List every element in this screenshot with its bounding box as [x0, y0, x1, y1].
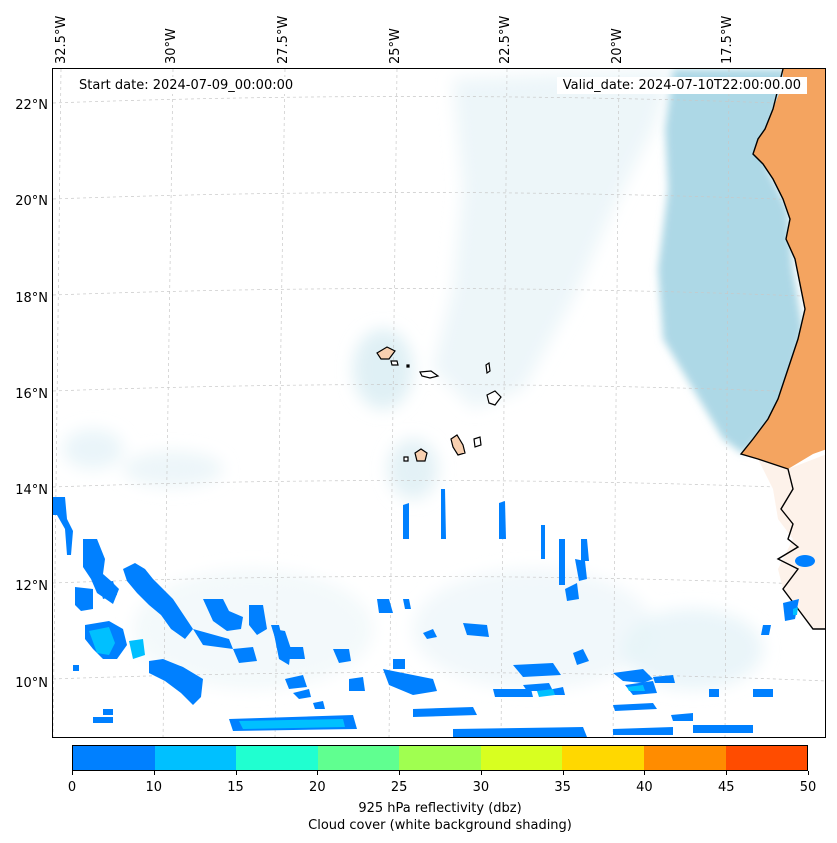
colorbar-segment — [725, 746, 808, 770]
colorbar-tick-mark — [480, 771, 482, 775]
colorbar-tick-label: 25 — [390, 780, 408, 795]
lat-label-18n: 18°N — [15, 291, 48, 306]
cape-verde-islands — [376, 346, 502, 462]
lat-label-22n: 22°N — [15, 98, 48, 113]
lat-label-16n: 16°N — [15, 387, 48, 402]
colorbar-tick-mark — [317, 771, 319, 775]
colorbar-tick-label: 0 — [67, 780, 77, 795]
reflectivity-10-15 — [89, 607, 798, 729]
colorbar-segment — [317, 746, 400, 770]
colorbar-tick-label: 40 — [636, 780, 653, 795]
colorbar-segment — [562, 746, 644, 770]
start-date-label: Start date: 2024-07-09_00:00:00 — [73, 77, 300, 94]
colorbar-segment — [480, 746, 563, 770]
colorbar-tick-mark — [808, 771, 809, 775]
lat-label-14n: 14°N — [15, 483, 48, 498]
colorbar-tick-label: 50 — [799, 780, 817, 795]
cloud-cover-faint — [63, 69, 763, 689]
lon-label-30w: 30°W — [164, 28, 179, 64]
map-canvas — [53, 69, 825, 737]
colorbar-tick-mark — [235, 771, 237, 775]
colorbar-tick-mark — [153, 771, 155, 775]
map-panel[interactable]: Start date: 2024-07-09_00:00:00 Valid_da… — [52, 68, 826, 738]
lon-label-20w: 20°W — [610, 28, 625, 64]
colorbar-segment — [73, 746, 155, 770]
colorbar-tick-mark — [562, 771, 564, 775]
colorbar-tick-mark — [72, 771, 73, 775]
valid-date-label: Valid_date: 2024-07-10T22:00:00.00 — [556, 77, 807, 94]
reflectivity-colorbar — [72, 745, 808, 771]
colorbar-tick-label: 45 — [717, 780, 735, 795]
colorbar-tick-mark — [399, 771, 401, 775]
lon-label-17-5w: 17.5°W — [720, 15, 735, 64]
colorbar-tick-label: 10 — [145, 780, 163, 795]
lon-label-22-5w: 22.5°W — [498, 15, 513, 64]
colorbar-label-cloud-cover: Cloud cover (white background shading) — [308, 818, 572, 833]
colorbar-segment — [236, 746, 318, 770]
colorbar-tick-mark — [644, 771, 646, 775]
lat-label-20n: 20°N — [15, 194, 48, 209]
colorbar-label-reflectivity: 925 hPa reflectivity (dbz) — [358, 801, 522, 816]
colorbar-segment — [643, 746, 726, 770]
colorbar-tick-label: 20 — [309, 780, 326, 795]
lon-label-27-5w: 27.5°W — [276, 15, 291, 64]
lat-label-12n: 12°N — [15, 579, 48, 594]
lon-label-32-5w: 32.5°W — [54, 15, 69, 64]
lat-label-10n: 10°N — [15, 676, 48, 691]
lon-label-25w: 25°W — [388, 28, 403, 64]
colorbar-segment — [399, 746, 481, 770]
colorbar-segment — [154, 746, 237, 770]
colorbar-tick-label: 35 — [554, 780, 571, 795]
colorbar-tick-label: 15 — [227, 780, 244, 795]
colorbar-tick-label: 30 — [472, 780, 490, 795]
africa-landmass — [739, 69, 825, 630]
colorbar-tick-mark — [726, 771, 728, 775]
